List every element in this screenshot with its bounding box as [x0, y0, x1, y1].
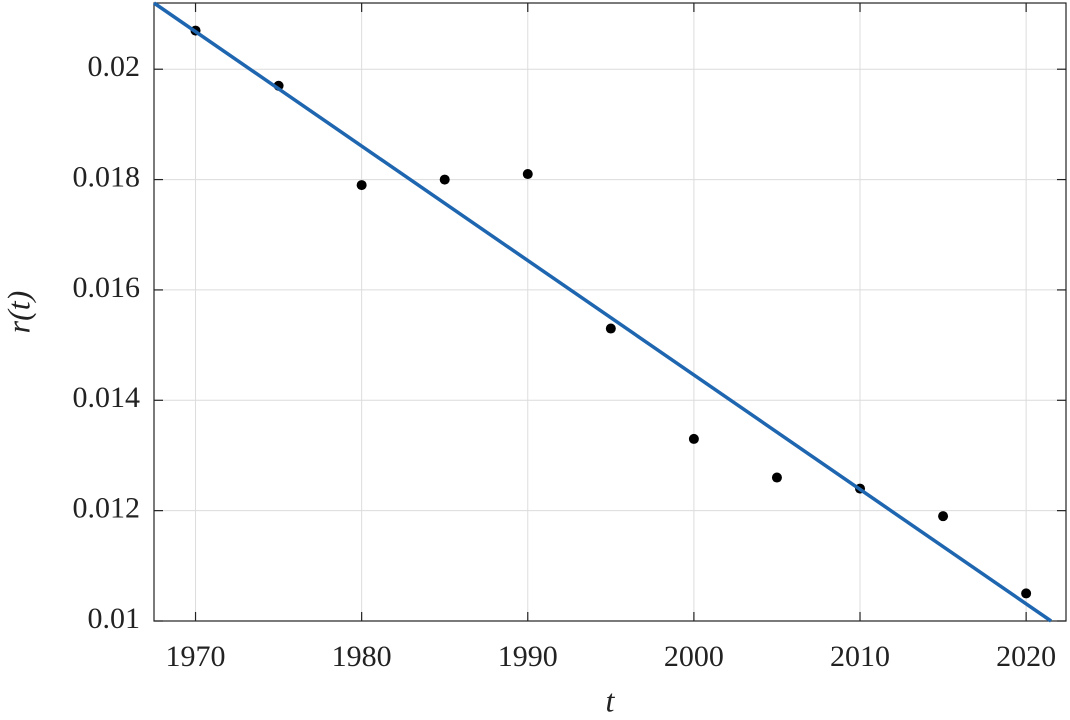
data-point — [938, 511, 949, 522]
x-tick-label: 2020 — [996, 640, 1056, 673]
y-tick-label: 0.012 — [73, 492, 141, 525]
data-point — [688, 433, 699, 444]
data-point — [356, 180, 367, 191]
data-point — [771, 472, 782, 483]
data-point — [605, 323, 616, 334]
plot-frame — [153, 2, 1067, 622]
y-tick-label: 0.014 — [73, 381, 141, 414]
fit-line — [153, 1, 1053, 623]
data-point — [1021, 588, 1032, 599]
data-point — [439, 174, 450, 185]
y-axis-label: r(t) — [0, 291, 36, 334]
y-tick-label: 0.018 — [73, 160, 141, 193]
x-tick-label: 1970 — [166, 640, 226, 673]
data-point — [522, 169, 533, 180]
y-tick-label: 0.02 — [88, 50, 141, 83]
x-tick-label: 1980 — [332, 640, 392, 673]
y-tick-label: 0.01 — [88, 602, 141, 635]
x-tick-label: 2010 — [830, 640, 890, 673]
x-tick-label: 2000 — [664, 640, 724, 673]
x-tick-label: 1990 — [498, 640, 558, 673]
x-axis-label: t — [606, 682, 616, 718]
y-tick-label: 0.016 — [73, 271, 141, 304]
